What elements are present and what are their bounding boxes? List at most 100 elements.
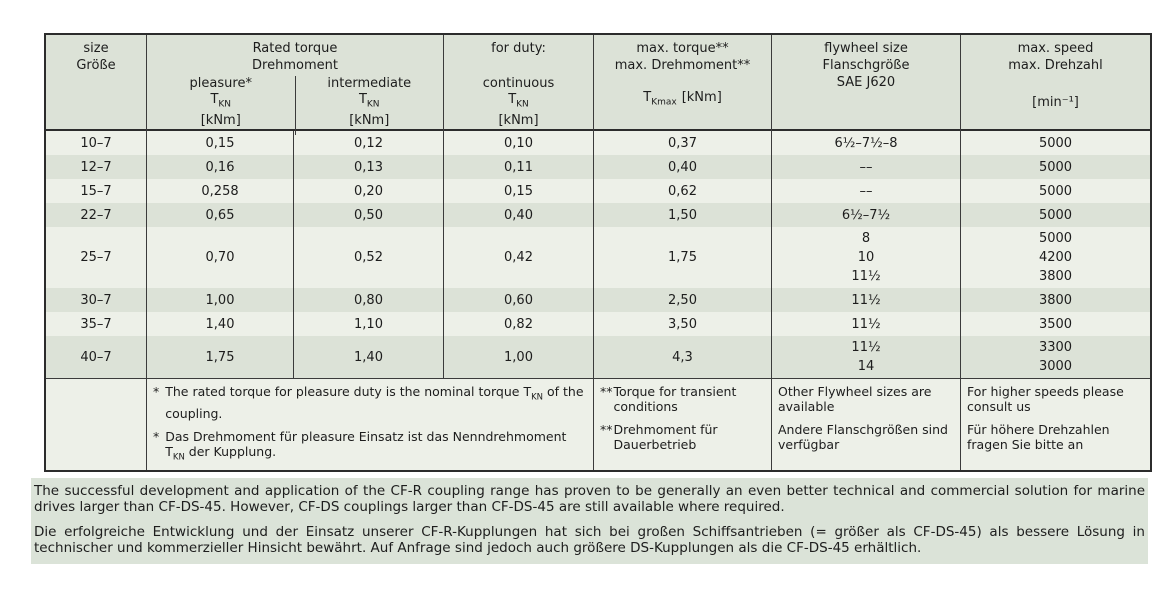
footnote-flywheel-cell: Other Flywheel sizes are available Ander… <box>771 379 960 470</box>
max-speed-cell: 5000 <box>960 203 1150 227</box>
header-flywheel-sae: SAE J620 <box>836 75 896 90</box>
header-flywheel-de: Flanschgröße <box>822 58 910 73</box>
header-max-speed-unit: [min⁻¹] <box>1032 94 1079 110</box>
header-max-torque-en: max. torque** <box>636 41 729 56</box>
intermediate-cell: 1,10 <box>293 312 443 336</box>
intermediate-cell: 0,12 <box>293 131 443 155</box>
header-size-de: Größe <box>76 58 116 73</box>
max-torque-cell: 1,75 <box>593 227 771 288</box>
max-speed-cell: 3500 <box>960 312 1150 336</box>
intermediate-cell: 1,40 <box>293 336 443 378</box>
size-cell: 15–7 <box>80 183 112 199</box>
header-size-en: size <box>83 41 109 56</box>
footnote-max-torque-de: ** Drehmoment für Dauerbetrieb <box>600 422 765 452</box>
footnote-flywheel-de: Andere Flanschgrößen sind verfügbar <box>778 422 948 452</box>
header-pleasure-symbol: TKN <box>210 92 232 110</box>
table-row: 15–7 0,258 0,20 0,15 0,62 –– 5000 <box>46 179 1150 203</box>
continuous-cell: 1,00 <box>443 336 593 378</box>
header-continuous-label: continuous <box>482 76 555 91</box>
header-max-torque-symbol: TKmax [kNm] <box>643 90 722 108</box>
header-intermediate-label: intermediate <box>327 76 412 91</box>
table-footnotes: * The rated torque for pleasure duty is … <box>46 378 1150 470</box>
footnote-max-torque-cell: ** Torque for transient conditions ** Dr… <box>593 379 771 470</box>
pleasure-cell: 1,00 <box>146 288 293 312</box>
header-pleasure-label: pleasure* <box>189 76 252 91</box>
table-row: 25–7 0,70 0,52 0,42 1,75 8 10 11½ 5000 4200 3800 <box>46 227 1150 288</box>
intermediate-cell: 0,80 <box>293 288 443 312</box>
max-torque-cell: 0,37 <box>593 131 771 155</box>
header-max-torque: max. torque** max. Drehmoment** TKmax [kN… <box>593 35 771 135</box>
continuous-cell: 0,40 <box>443 203 593 227</box>
flywheel-cell: –– <box>771 179 960 203</box>
header-for-duty: for duty: continuous TKN [kNm] <box>443 35 593 135</box>
notes-panel: The successful development and applicati… <box>31 478 1148 564</box>
continuous-cell: 0,42 <box>443 227 593 288</box>
asterisk-marker: * <box>153 428 160 444</box>
asterisk-marker: * <box>153 384 160 399</box>
size-cell: 30–7 <box>80 292 112 308</box>
max-speed-cell: 5000 <box>960 155 1150 179</box>
pleasure-cell: 0,258 <box>146 179 293 203</box>
table-row: 30–7 1,00 0,80 0,60 2,50 11½ 3800 <box>46 288 1150 312</box>
table-row: 22–7 0,65 0,50 0,40 1,50 6½–7½ 5000 <box>46 203 1150 227</box>
table-body: 10–7 0,15 0,12 0,10 0,37 6½–7½–8 5000 12–7 0,16 0… <box>46 131 1150 378</box>
header-rated-en: Rated torque <box>252 41 338 56</box>
footnote-size-cell <box>46 379 146 470</box>
footnote-max-torque-en: ** Torque for transient conditions <box>600 384 765 414</box>
header-max-speed-de: max. Drehzahl <box>1008 58 1103 73</box>
header-flywheel: flywheel size Flanschgröße SAE J620 <box>771 35 960 135</box>
footnote-max-torque-en-text: Torque for transient conditions <box>613 384 737 414</box>
header-rated-subcolumns: pleasure* TKN [kNm] intermediate TKN [kN… <box>147 76 443 135</box>
flywheel-cell: 6½–7½–8 <box>771 131 960 155</box>
max-speed-cell: 5000 4200 3800 <box>960 227 1150 288</box>
footnote-max-speed-en: For higher speeds please consult us <box>967 384 1124 414</box>
header-intermediate-symbol: TKN <box>358 92 380 110</box>
intermediate-cell: 0,13 <box>293 155 443 179</box>
continuous-cell: 0,15 <box>443 179 593 203</box>
header-rated-torque: Rated torque Drehmoment pleasure* TKN [k… <box>146 35 443 135</box>
header-rated-de: Drehmoment <box>252 58 338 73</box>
max-torque-cell: 2,50 <box>593 288 771 312</box>
flywheel-cell: 11½ <box>771 312 960 336</box>
note-german: Die erfolgreiche Entwicklung und der Ein… <box>34 524 1145 556</box>
max-torque-cell: 0,62 <box>593 179 771 203</box>
footnote-max-speed-cell: For higher speeds please consult us Für … <box>960 379 1150 470</box>
intermediate-cell: 0,52 <box>293 227 443 288</box>
max-torque-cell: 3,50 <box>593 312 771 336</box>
intermediate-cell: 0,50 <box>293 203 443 227</box>
double-asterisk-marker: ** <box>600 384 613 399</box>
table-row: 10–7 0,15 0,12 0,10 0,37 6½–7½–8 5000 <box>46 131 1150 155</box>
header-max-speed: max. speed max. Drehzahl [min⁻¹] <box>960 35 1150 135</box>
header-intermediate: intermediate TKN [kNm] <box>294 76 444 135</box>
table-header: size Größe Rated torque Drehmoment pleas… <box>46 35 1150 135</box>
pleasure-cell: 1,40 <box>146 312 293 336</box>
max-torque-cell: 1,50 <box>593 203 771 227</box>
size-cell: 35–7 <box>80 316 112 332</box>
max-speed-cell: 3300 3000 <box>960 336 1150 378</box>
footnote-rated-de-text: Das Drehmoment für pleasure Einsatz ist … <box>165 428 567 463</box>
max-speed-cell: 5000 <box>960 131 1150 155</box>
continuous-cell: 0,82 <box>443 312 593 336</box>
header-pleasure-unit: [kNm] <box>200 112 241 128</box>
footnote-rated-en: * The rated torque for pleasure duty is … <box>153 384 587 421</box>
double-asterisk-marker: ** <box>600 422 613 437</box>
header-pleasure: pleasure* TKN [kNm] <box>147 76 295 135</box>
header-max-torque-de: max. Drehmoment** <box>614 58 751 73</box>
size-cell: 12–7 <box>80 159 112 175</box>
intermediate-cell: 0,20 <box>293 179 443 203</box>
continuous-cell: 0,10 <box>443 131 593 155</box>
table-row: 40–7 1,75 1,40 1,00 4,3 11½ 14 3300 3000 <box>46 336 1150 378</box>
pleasure-cell: 0,16 <box>146 155 293 179</box>
size-cell: 40–7 <box>80 349 112 365</box>
max-torque-cell: 0,40 <box>593 155 771 179</box>
header-max-speed-en: max. speed <box>1017 41 1094 56</box>
footnote-rated-en-text: The rated torque for pleasure duty is th… <box>165 384 584 421</box>
pleasure-cell: 1,75 <box>146 336 293 378</box>
footnote-max-torque-de-text: Drehmoment für Dauerbetrieb <box>613 422 718 452</box>
header-intermediate-unit: [kNm] <box>349 112 390 128</box>
flywheel-cell: 8 10 11½ <box>771 227 960 288</box>
max-torque-cell: 4,3 <box>593 336 771 378</box>
footnote-rated-cell: * The rated torque for pleasure duty is … <box>146 379 593 470</box>
header-flywheel-en: flywheel size <box>824 41 908 56</box>
header-continuous-symbol: TKN <box>508 92 529 110</box>
